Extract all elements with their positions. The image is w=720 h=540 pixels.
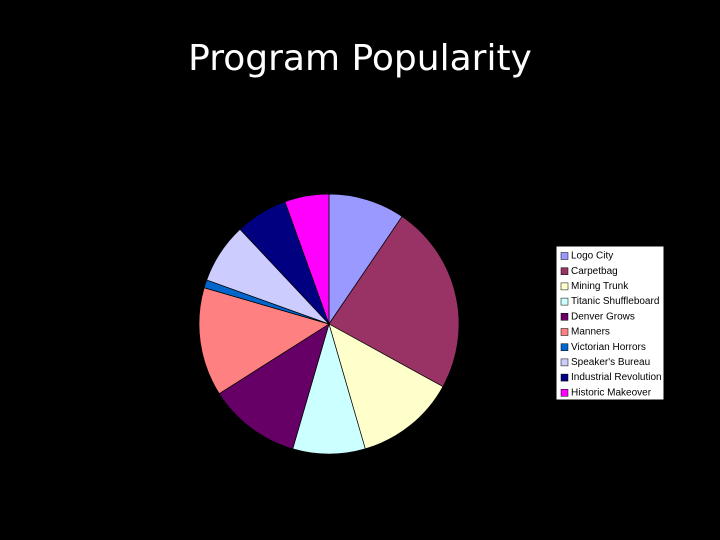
legend-swatch — [560, 267, 569, 275]
legend-label: Historic Makeover — [571, 387, 652, 398]
legend-label: Manners — [571, 327, 610, 338]
legend-label: Logo City — [571, 251, 613, 262]
legend-swatch — [560, 343, 569, 351]
legend-swatch — [560, 389, 569, 397]
legend-label: Denver Grows — [571, 311, 635, 322]
legend-swatch — [560, 358, 569, 367]
legend-label: Speaker's Bureau — [571, 357, 650, 368]
legend-swatch — [560, 328, 569, 336]
legend-swatch — [560, 252, 569, 260]
legend-label: Industrial Revolution — [571, 372, 662, 383]
legend-box — [555, 245, 665, 401]
pie-slice — [218, 323, 330, 450]
pie-slice — [328, 193, 403, 326]
legend-swatch — [560, 373, 569, 382]
legend-swatch — [560, 297, 569, 306]
legend-swatch — [560, 313, 569, 321]
slide-title: Program Popularity — [188, 38, 532, 79]
legend-label: Carpetbag — [571, 266, 618, 277]
legend-swatch — [560, 282, 569, 291]
legend-label: Mining Trunk — [571, 281, 629, 292]
pie-slice — [328, 215, 460, 388]
pie-slice — [198, 287, 330, 395]
legend-label: Titanic Shuffleboard — [571, 296, 659, 307]
pie-slice — [284, 193, 330, 325]
pie-slice — [328, 323, 444, 450]
legend-label: Victorian Horrors — [571, 342, 646, 353]
